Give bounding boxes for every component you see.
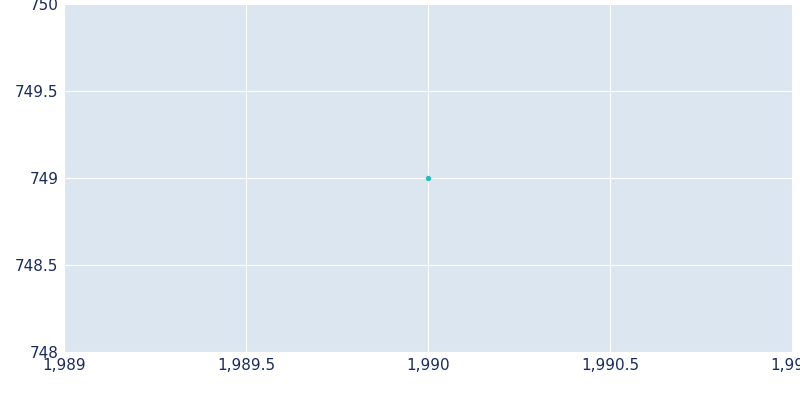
Point [422, 175, 434, 181]
